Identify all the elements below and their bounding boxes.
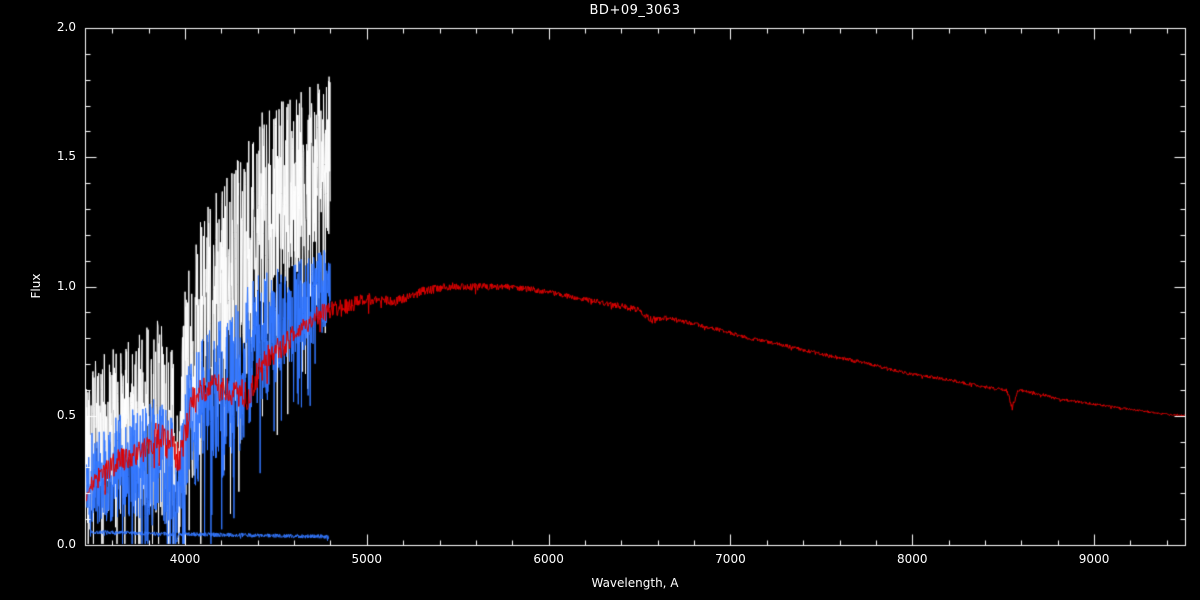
y-tick-label: 1.5 bbox=[56, 149, 76, 164]
x-tick-label: 9000 bbox=[1078, 552, 1110, 566]
x-tick-label: 6000 bbox=[533, 552, 564, 566]
y-tick-label: 0.5 bbox=[56, 407, 76, 422]
y-tick-label: 0.0 bbox=[56, 537, 76, 551]
x-tick-label: 8000 bbox=[896, 552, 928, 566]
y-tick-label: 1.0 bbox=[56, 278, 76, 293]
x-tick-label: 4000 bbox=[169, 552, 201, 566]
plot-title: BD+09_3063 bbox=[589, 3, 681, 18]
x-tick-label: 7000 bbox=[715, 552, 746, 566]
x-tick-label: 5000 bbox=[351, 552, 383, 566]
y-tick-label: 2.0 bbox=[56, 20, 76, 34]
x-axis-label: Wavelength, A bbox=[591, 576, 679, 590]
